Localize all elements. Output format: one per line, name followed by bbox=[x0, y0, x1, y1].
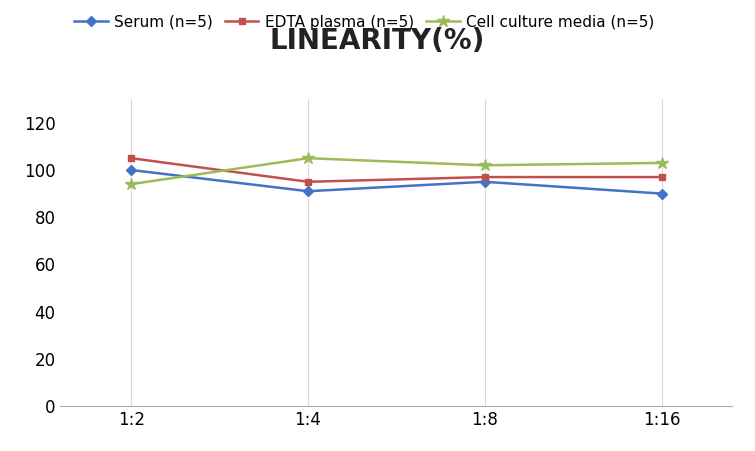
Line: Cell culture media (n=5): Cell culture media (n=5) bbox=[125, 152, 668, 190]
Serum (n=5) bbox=[304, 189, 313, 194]
Legend: Serum (n=5), EDTA plasma (n=5), Cell culture media (n=5): Serum (n=5), EDTA plasma (n=5), Cell cul… bbox=[68, 9, 660, 36]
Serum (n=5) bbox=[127, 167, 136, 173]
EDTA plasma (n=5) bbox=[127, 156, 136, 161]
Cell culture media (n=5) bbox=[127, 181, 136, 187]
Serum (n=5) bbox=[480, 179, 489, 184]
Cell culture media (n=5) bbox=[480, 162, 489, 168]
EDTA plasma (n=5) bbox=[657, 175, 666, 180]
Text: LINEARITY(%): LINEARITY(%) bbox=[270, 27, 485, 55]
Cell culture media (n=5) bbox=[304, 156, 313, 161]
Serum (n=5) bbox=[657, 191, 666, 196]
Cell culture media (n=5) bbox=[657, 160, 666, 166]
EDTA plasma (n=5) bbox=[480, 175, 489, 180]
Line: EDTA plasma (n=5): EDTA plasma (n=5) bbox=[128, 155, 665, 185]
Line: Serum (n=5): Serum (n=5) bbox=[128, 166, 665, 197]
EDTA plasma (n=5) bbox=[304, 179, 313, 184]
